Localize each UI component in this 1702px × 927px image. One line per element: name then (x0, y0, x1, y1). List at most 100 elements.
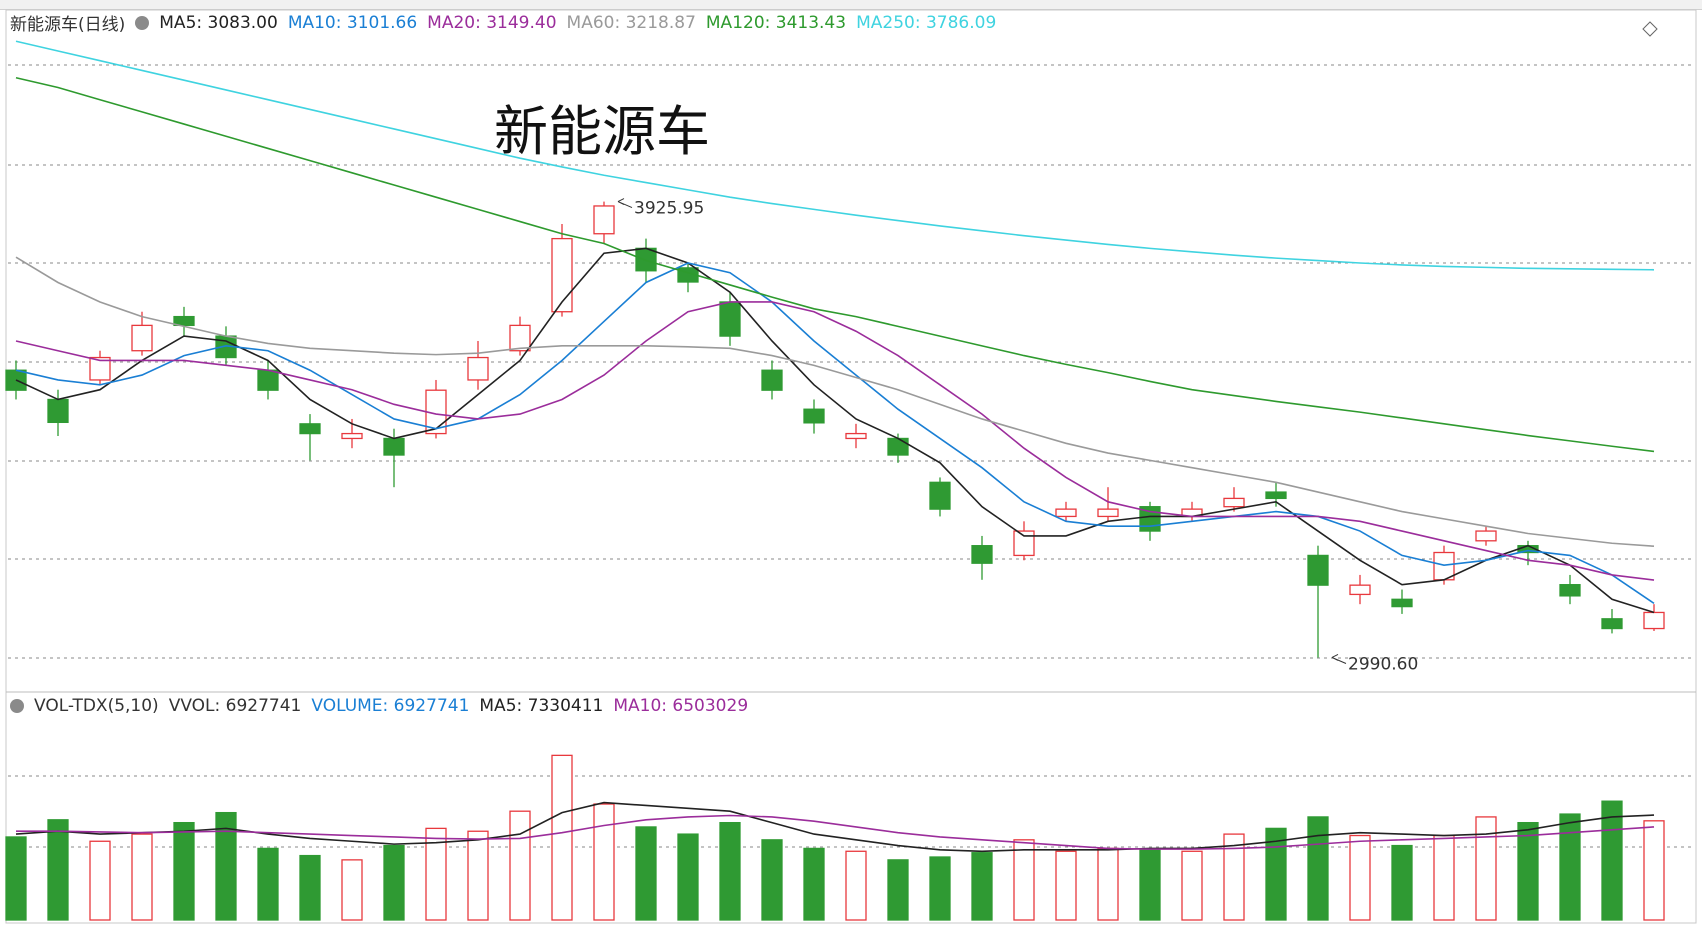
legend-entry: VOLUME: 6927741 (311, 696, 470, 716)
volume-bar (551, 754, 573, 921)
candle-body (929, 481, 951, 510)
candle-body (1265, 491, 1287, 500)
icon[interactable] (135, 15, 150, 30)
ma-line (15, 301, 1655, 581)
ma-line (15, 247, 1655, 614)
volume-bar (1475, 816, 1497, 921)
candle-body (1643, 611, 1665, 630)
legend-entry: MA120: 3413.43 (705, 12, 847, 33)
candle-body (719, 301, 741, 337)
candle-body (803, 408, 825, 424)
ma-line (16, 814, 1655, 850)
volume-bar (593, 803, 615, 921)
volume-bar (971, 852, 993, 921)
ma-line (15, 262, 1655, 605)
candle-body (299, 423, 321, 435)
volume-bar (89, 840, 111, 921)
volume-bar (1307, 816, 1329, 921)
legend: VOL-TDX(5,10) VVOL: 6927741 VOLUME: 6927… (10, 696, 748, 716)
ma-line (15, 76, 1655, 453)
candle-body (761, 369, 783, 391)
volume-bar (257, 847, 279, 921)
chart-title: 新能源车 (494, 100, 710, 163)
legend-entry: MA20: 3149.40 (427, 12, 557, 33)
legend-entry: MA10: 6503029 (613, 696, 749, 716)
volume-bar (1265, 827, 1287, 921)
legend-entry: MA60: 3218.87 (566, 12, 696, 33)
frame (5, 9, 1697, 924)
candle-body (635, 247, 657, 272)
candle-body (509, 324, 531, 352)
volume-bar (1433, 834, 1455, 921)
legend-entry: MA5: 7330411 (479, 696, 604, 716)
volume-bar (1391, 844, 1413, 921)
annotation-arrow (617, 198, 633, 209)
candle-body (1307, 554, 1329, 586)
volume-bar (1559, 813, 1581, 921)
volume-title: VOL-TDX(5,10) (34, 696, 159, 716)
candle-body (887, 437, 909, 456)
series-title: 新能源车(日线) (10, 15, 126, 35)
volume-bar (47, 819, 69, 921)
volume-bar (341, 859, 363, 921)
volume-bar (1097, 847, 1119, 921)
candle-body (1601, 618, 1623, 630)
volume-bar (1013, 839, 1035, 921)
volume-bar (509, 810, 531, 921)
vvol-label: VVOL: 6927741 (168, 696, 302, 716)
candle-body (341, 432, 363, 440)
ma-line (15, 801, 1655, 853)
legend-entry: MA250: 3786.09 (856, 12, 997, 33)
volume-bar (1601, 800, 1623, 921)
grid (8, 64, 1694, 848)
volume-bar (1223, 833, 1245, 921)
volume-bar (1139, 849, 1161, 921)
volume-bar (719, 821, 741, 921)
annotation: 3925.95 (634, 199, 704, 219)
legend: 新能源车(日线) MA5: 3083.00 MA10: 3101.66 MA20: … (10, 10, 997, 36)
candle-body (1559, 584, 1581, 597)
volume-bar (845, 850, 867, 921)
candle-body (467, 356, 489, 381)
ma-line (15, 256, 1655, 548)
volume-bar (1055, 850, 1077, 921)
volume-bar (677, 833, 699, 921)
candle-body (1097, 508, 1119, 518)
icon[interactable] (10, 699, 24, 713)
volume-bar (425, 827, 447, 921)
candle-body (1013, 530, 1035, 557)
volume-bar (383, 844, 405, 921)
candle-body (1055, 508, 1077, 518)
candle-body (1223, 497, 1245, 508)
candle-body (47, 398, 69, 424)
candle-body (1349, 584, 1371, 596)
legend-entry: MA5: 3083.00 (159, 12, 278, 33)
candle-body (257, 369, 279, 391)
volume-bar (1181, 850, 1203, 921)
volume-bar (1349, 834, 1371, 921)
volume-bar (929, 856, 951, 921)
icon[interactable] (1642, 21, 1658, 37)
volume-bar (803, 847, 825, 921)
candle-body (1475, 530, 1497, 542)
volume-bar (467, 830, 489, 921)
annotation-arrow (1331, 654, 1347, 664)
volume-bar (131, 833, 153, 921)
ma-line (15, 40, 1655, 271)
volume-bar (635, 826, 657, 921)
annotation: 2990.60 (1348, 654, 1418, 674)
candle-body (383, 437, 405, 456)
candle-body (173, 315, 195, 327)
candle-body (551, 237, 573, 313)
volume-bar (1643, 820, 1665, 921)
candle-body (971, 545, 993, 564)
volume-bar (1517, 821, 1539, 921)
candle-body (845, 432, 867, 440)
volume-bar (761, 839, 783, 921)
volume-bar (5, 836, 27, 921)
volume-bar (887, 859, 909, 921)
candle-body (593, 205, 615, 235)
volume-bar (173, 821, 195, 921)
